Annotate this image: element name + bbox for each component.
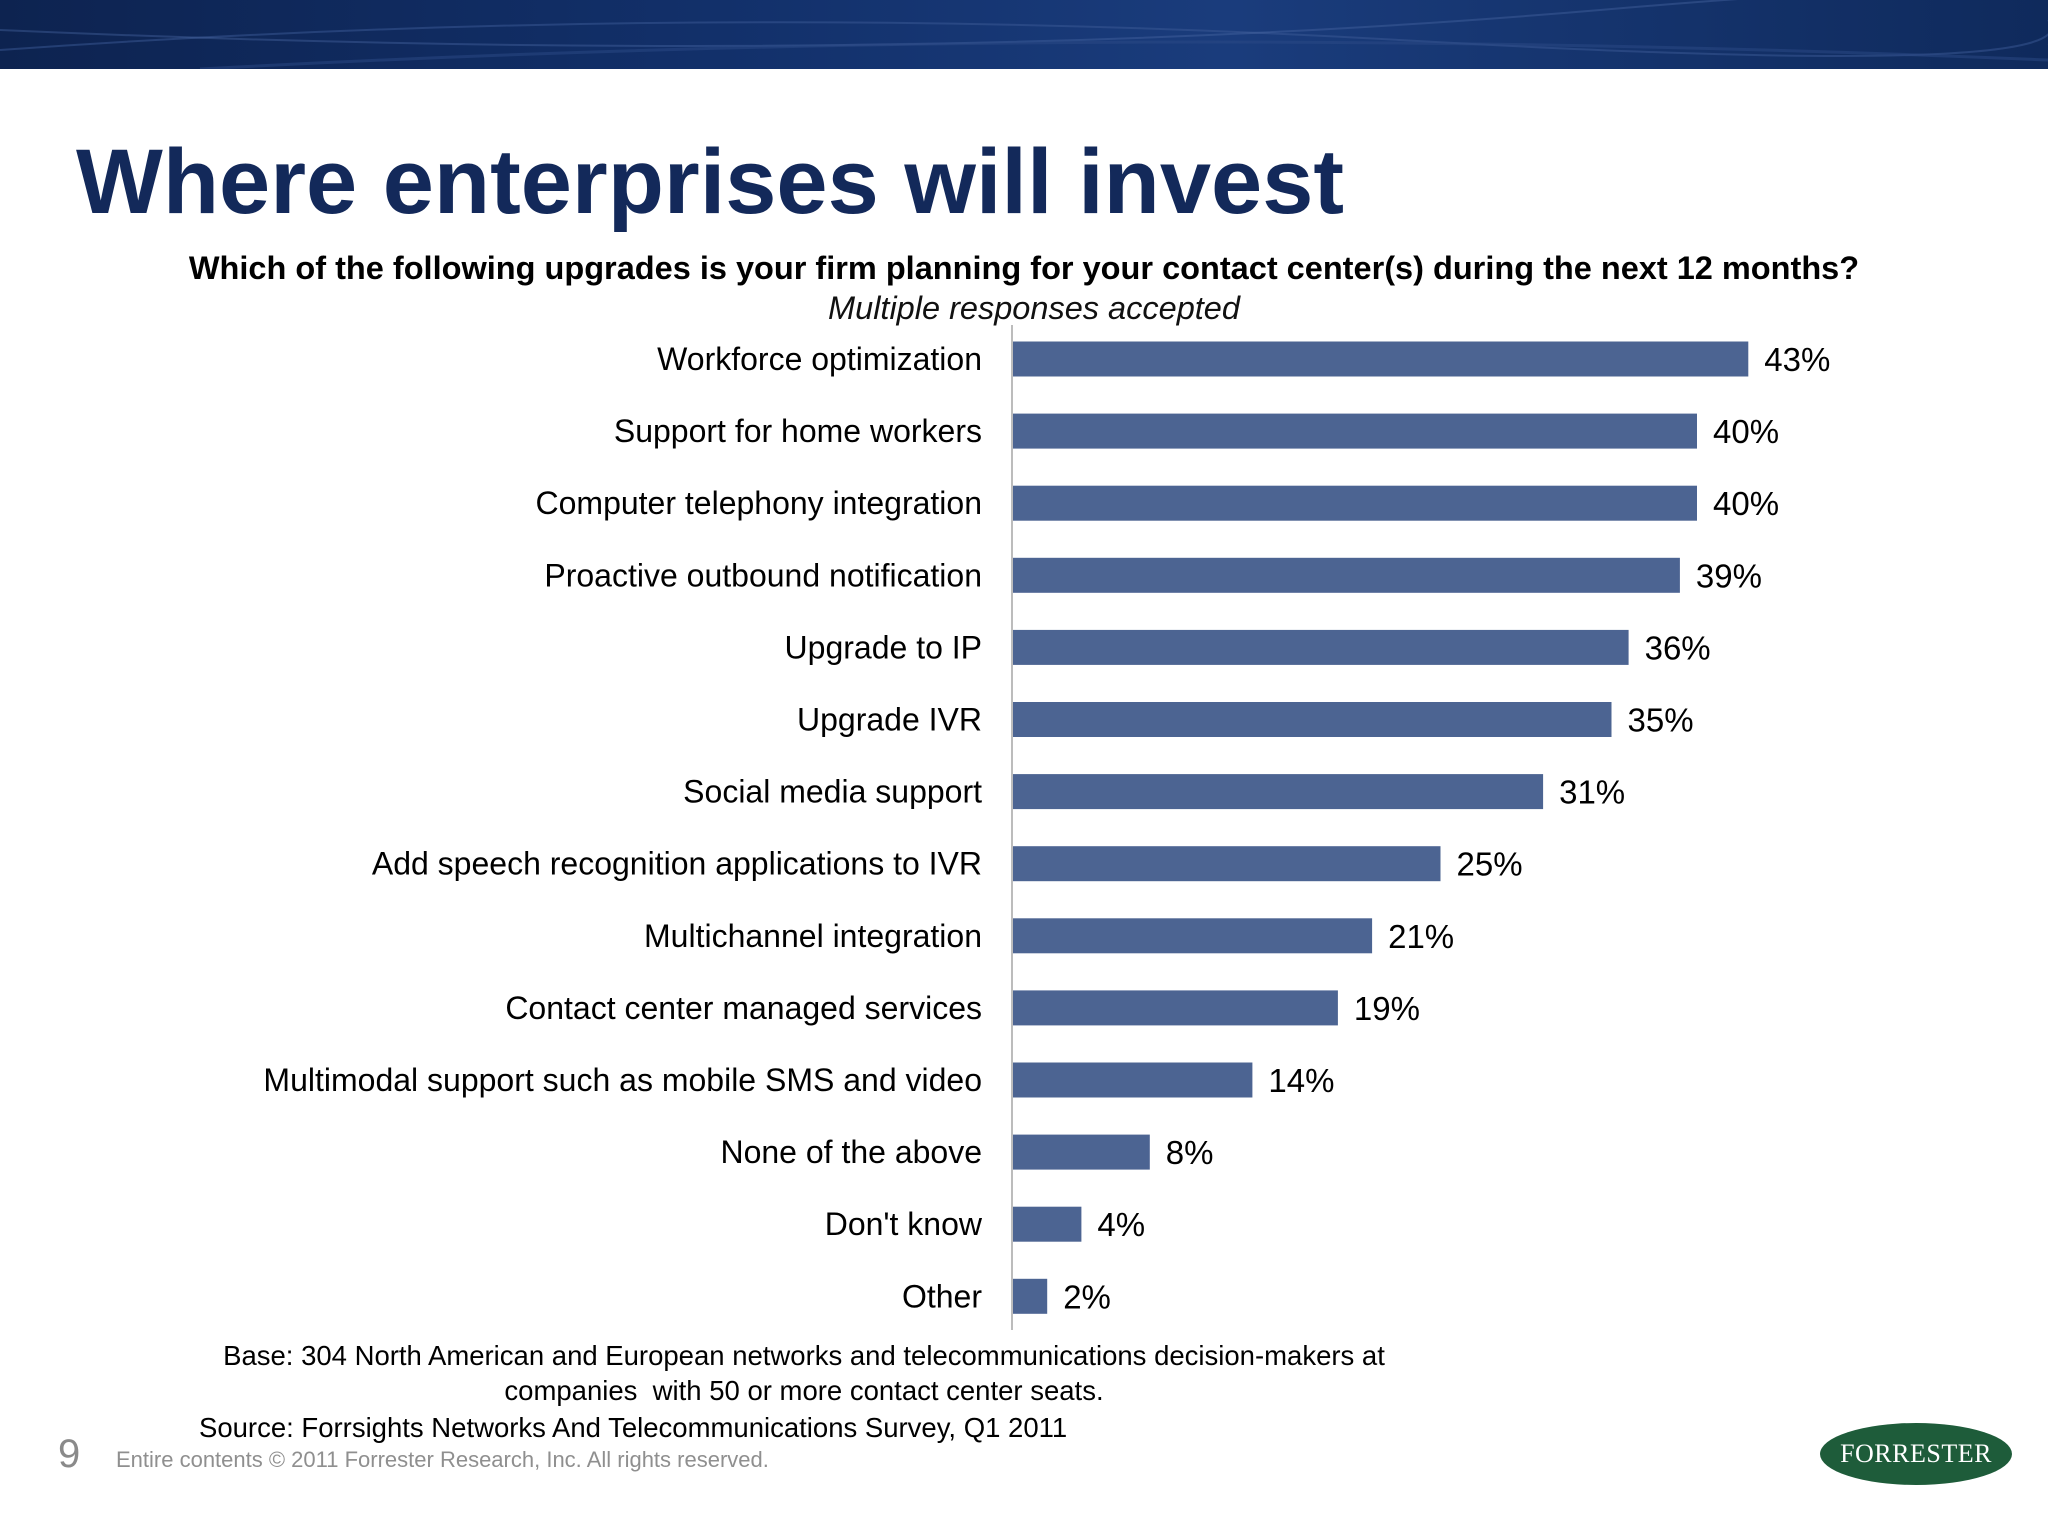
survey-question: Which of the following upgrades is your …	[188, 250, 1860, 286]
bar	[1013, 1206, 1082, 1242]
value-label: 36%	[1645, 629, 1711, 666]
category-label: Don't know	[825, 1206, 983, 1242]
bar	[1013, 774, 1544, 810]
category-label: Other	[902, 1278, 982, 1314]
bar	[1013, 990, 1338, 1026]
base-note-line-1: Base: 304 North American and European ne…	[223, 1340, 1385, 1371]
top-banner	[0, 0, 2048, 69]
value-label: 43%	[1764, 341, 1830, 378]
bar	[1013, 485, 1697, 521]
bar	[1013, 413, 1697, 449]
value-label: 8%	[1166, 1134, 1214, 1171]
bar	[1013, 557, 1680, 593]
slide-title: Where enterprises will invest	[76, 131, 1345, 233]
bar-chart: Workforce optimization 43% Support for hom…	[263, 325, 1830, 1330]
page-number: 9	[58, 1432, 81, 1476]
bar	[1013, 1134, 1150, 1170]
logo-oval	[1820, 1423, 2012, 1485]
category-label: Add speech recognition applications to I…	[372, 846, 982, 882]
forrester-logo: FORRESTER	[1818, 1421, 2014, 1487]
value-label: 21%	[1388, 918, 1454, 955]
value-label: 40%	[1713, 485, 1779, 522]
value-label: 40%	[1713, 413, 1779, 450]
category-label: Computer telephony integration	[536, 485, 983, 521]
category-label: Upgrade to IP	[785, 629, 982, 665]
category-label: Support for home workers	[614, 413, 982, 449]
value-label: 25%	[1457, 846, 1523, 883]
bar	[1013, 1278, 1048, 1314]
category-label: Contact center managed services	[505, 990, 982, 1026]
banner-swoosh-graphic	[0, 0, 2048, 69]
value-label: 14%	[1268, 1062, 1334, 1099]
copyright-notice: Entire contents © 2011 Forrester Researc…	[116, 1447, 769, 1472]
base-note: Base: 304 North American and European ne…	[0, 1338, 1608, 1408]
value-label: 35%	[1628, 702, 1694, 739]
category-label: Proactive outbound notification	[544, 557, 982, 593]
value-label: 31%	[1559, 774, 1625, 811]
value-label: 4%	[1097, 1206, 1145, 1243]
category-label: Upgrade IVR	[797, 702, 982, 738]
category-label: Workforce optimization	[657, 341, 982, 377]
bar	[1013, 629, 1629, 665]
question-note: Multiple responses accepted	[828, 290, 1240, 326]
category-label: Multichannel integration	[644, 918, 982, 954]
category-label: Social media support	[683, 774, 982, 810]
category-label: None of the above	[720, 1134, 982, 1170]
bar	[1013, 918, 1373, 954]
bar	[1013, 1062, 1253, 1098]
base-note-line-2: companies with 50 or more contact center…	[504, 1375, 1104, 1406]
bar	[1013, 702, 1612, 737]
category-label: Multimodal support such as mobile SMS an…	[263, 1062, 982, 1098]
value-label: 19%	[1354, 990, 1420, 1027]
value-label: 39%	[1696, 557, 1762, 594]
bar	[1013, 341, 1749, 377]
logo-text: FORRESTER	[1840, 1439, 1992, 1468]
bar	[1013, 846, 1441, 882]
source-note: Source: Forrsights Networks And Telecomm…	[199, 1412, 1068, 1443]
value-label: 2%	[1063, 1278, 1111, 1315]
